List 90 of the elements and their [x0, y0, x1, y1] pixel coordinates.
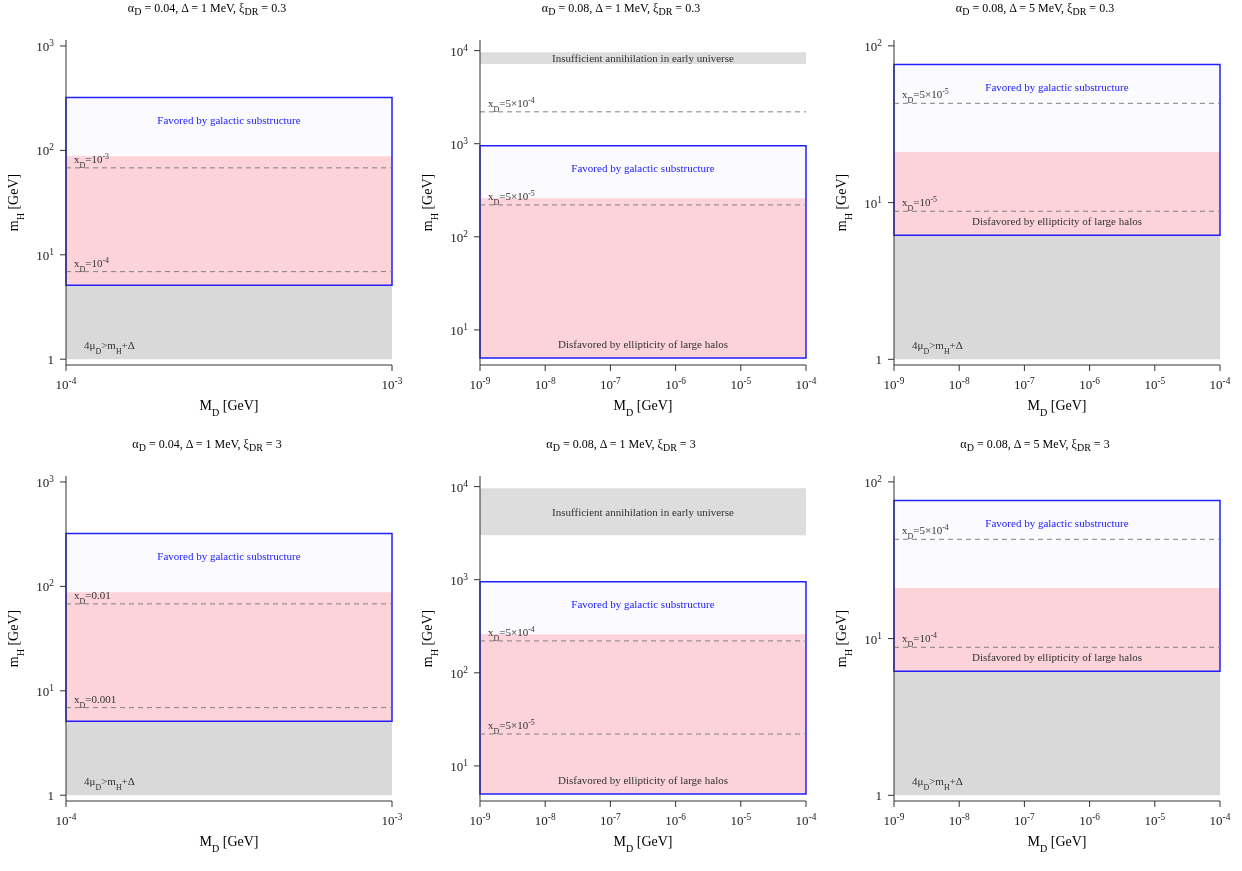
band-label: Favored by galactic substructure [157, 549, 301, 562]
chart-title: α$_{D}$ = 0.08, Δ = 5 MeV, ξ$_{DR}$ = 0.3 [954, 0, 1116, 20]
annotation: x$_{D}$=5×10$^{-5}$ [902, 86, 949, 105]
x-tick-label: 10$^{-6}$ [1079, 811, 1101, 828]
y-tick-label: 10$^{1}$ [864, 194, 883, 211]
x-tick-label: 10$^{-5}$ [730, 811, 752, 828]
x-tick-label: 10$^{-4}$ [795, 811, 817, 828]
x-axis-title: M$_{D}$ [GeV] [1027, 833, 1087, 853]
annotation: x$_{D}$=5×10$^{-4}$ [488, 95, 535, 114]
band-label: 4μ$_{D}$>m$_{H}$+Δ [84, 774, 135, 792]
y-tick-label: 10$^{3}$ [36, 473, 55, 490]
y-tick-label: 10$^{1}$ [450, 321, 469, 338]
y-tick-label: 1 [875, 787, 882, 803]
x-tick-label: 10$^{-7}$ [600, 376, 622, 392]
chart-title: α$_{D}$ = 0.08, Δ = 1 MeV, ξ$_{DR}$ = 3 [545, 435, 697, 455]
x-tick-label: 10$^{-3}$ [381, 376, 403, 392]
annotation: x$_{D}$=10$^{-5}$ [902, 194, 938, 213]
band-label: Insufficient annihilation in early universe [552, 505, 735, 518]
x-tick-label: 10$^{-5}$ [730, 376, 752, 392]
x-tick-label: 10$^{-6}$ [1079, 376, 1101, 392]
x-tick-label: 10$^{-9}$ [883, 376, 905, 392]
x-tick-label: 10$^{-4}$ [1209, 376, 1231, 392]
annotation: x$_{D}$=5×10$^{-5}$ [488, 717, 535, 736]
x-axis-title: M$_{D}$ [GeV] [199, 833, 259, 853]
y-tick-label: 10$^{4}$ [450, 42, 469, 59]
x-tick-label: 10$^{-9}$ [469, 376, 491, 392]
band-label: Favored by galactic substructure [571, 597, 715, 610]
y-tick-label: 1 [875, 352, 882, 368]
band-label: Disfavored by ellipticity of large halos [558, 337, 728, 350]
y-tick-label: 10$^{3}$ [36, 37, 55, 54]
chart-title: α$_{D}$ = 0.08, Δ = 5 MeV, ξ$_{DR}$ = 3 [959, 435, 1111, 455]
annotation: x$_{D}$=5×10$^{-5}$ [488, 188, 535, 207]
annotation: x$_{D}$=0.01 [74, 588, 111, 605]
x-tick-label: 10$^{-9}$ [883, 811, 905, 828]
x-tick-label: 10$^{-4}$ [55, 811, 77, 828]
y-tick-label: 10$^{2}$ [864, 473, 883, 490]
y-tick-label: 10$^{3}$ [450, 135, 469, 152]
y-tick-label: 10$^{4}$ [450, 478, 469, 495]
chart-title: α$_{D}$ = 0.04, Δ = 1 MeV, ξ$_{DR}$ = 3 [131, 435, 283, 455]
band-label: Disfavored by ellipticity of large halos [972, 650, 1142, 663]
x-axis-title: M$_{D}$ [GeV] [1027, 398, 1087, 418]
annotation: x$_{D}$=5×10$^{-4}$ [488, 623, 535, 642]
x-tick-label: 10$^{-4}$ [55, 376, 77, 392]
y-tick-label: 10$^{2}$ [36, 142, 55, 159]
band-label: Favored by galactic substructure [157, 113, 301, 126]
x-axis-title: M$_{D}$ [GeV] [613, 833, 673, 853]
y-tick-label: 10$^{1}$ [36, 246, 55, 263]
y-tick-label: 10$^{1}$ [450, 757, 469, 774]
x-tick-label: 10$^{-4}$ [1209, 811, 1231, 828]
x-axis-title: M$_{D}$ [GeV] [613, 398, 673, 418]
x-tick-label: 10$^{-4}$ [795, 376, 817, 392]
x-tick-label: 10$^{-6}$ [665, 811, 687, 828]
y-tick-label: 10$^{2}$ [864, 37, 883, 54]
x-tick-label: 10$^{-9}$ [469, 811, 491, 828]
band-label: Disfavored by ellipticity of large halos [558, 773, 728, 786]
y-tick-label: 10$^{2}$ [450, 228, 469, 245]
y-tick-label: 10$^{1}$ [864, 630, 883, 647]
band-label: Disfavored by ellipticity of large halos [972, 215, 1142, 228]
y-tick-label: 10$^{2}$ [450, 664, 469, 681]
x-tick-label: 10$^{-7}$ [600, 811, 622, 828]
y-tick-label: 1 [47, 352, 54, 368]
x-tick-label: 10$^{-5}$ [1144, 811, 1166, 828]
x-tick-label: 10$^{-8}$ [948, 376, 970, 392]
x-tick-label: 10$^{-6}$ [665, 376, 687, 392]
x-tick-label: 10$^{-8}$ [534, 376, 556, 392]
chart-title: α$_{D}$ = 0.08, Δ = 1 MeV, ξ$_{DR}$ = 0.3 [540, 0, 702, 20]
chart-title: α$_{D}$ = 0.04, Δ = 1 MeV, ξ$_{DR}$ = 0.3 [126, 0, 288, 20]
band-label: Insufficient annihilation in early universe [552, 52, 735, 65]
x-tick-label: 10$^{-7}$ [1014, 811, 1036, 828]
band-label: Favored by galactic substructure [985, 80, 1129, 93]
annotation: x$_{D}$=10$^{-3}$ [74, 151, 110, 170]
band-label: 4μ$_{D}$>m$_{H}$+Δ [912, 339, 963, 356]
band-label: 4μ$_{D}$>m$_{H}$+Δ [84, 339, 135, 356]
x-tick-label: 10$^{-8}$ [948, 811, 970, 828]
y-tick-label: 1 [47, 787, 54, 803]
y-tick-label: 10$^{2}$ [36, 577, 55, 594]
annotation: x$_{D}$=0.001 [74, 692, 117, 709]
annotation: x$_{D}$=10$^{-4}$ [902, 630, 938, 649]
y-tick-label: 10$^{1}$ [36, 682, 55, 699]
band-label: 4μ$_{D}$>m$_{H}$+Δ [912, 774, 963, 792]
x-tick-label: 10$^{-3}$ [381, 811, 403, 828]
y-tick-label: 10$^{3}$ [450, 571, 469, 588]
x-tick-label: 10$^{-8}$ [534, 811, 556, 828]
x-tick-label: 10$^{-7}$ [1014, 376, 1036, 392]
annotation: x$_{D}$=10$^{-4}$ [74, 255, 110, 274]
annotation: x$_{D}$=5×10$^{-4}$ [902, 522, 949, 541]
x-axis-title: M$_{D}$ [GeV] [199, 398, 259, 418]
x-tick-label: 10$^{-5}$ [1144, 376, 1166, 392]
band-label: Favored by galactic substructure [985, 516, 1129, 529]
band-label: Favored by galactic substructure [571, 161, 715, 174]
